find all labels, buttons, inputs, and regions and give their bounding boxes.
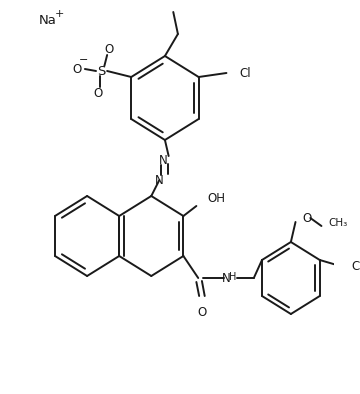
- Text: Na: Na: [39, 13, 57, 26]
- Text: O: O: [93, 87, 103, 100]
- Text: CH₃: CH₃: [329, 218, 348, 228]
- Text: Cl: Cl: [239, 67, 251, 80]
- Text: +: +: [55, 9, 64, 19]
- Text: OH: OH: [207, 191, 225, 204]
- Text: N: N: [159, 154, 167, 167]
- Text: N: N: [155, 173, 164, 186]
- Text: Cl: Cl: [351, 260, 360, 273]
- Text: H: H: [229, 272, 236, 282]
- Text: N: N: [222, 271, 230, 284]
- Text: O: O: [72, 63, 81, 76]
- Text: S: S: [98, 65, 106, 78]
- Text: O: O: [104, 43, 114, 56]
- Text: O: O: [302, 212, 311, 225]
- Text: O: O: [197, 305, 207, 318]
- Text: −: −: [79, 55, 89, 65]
